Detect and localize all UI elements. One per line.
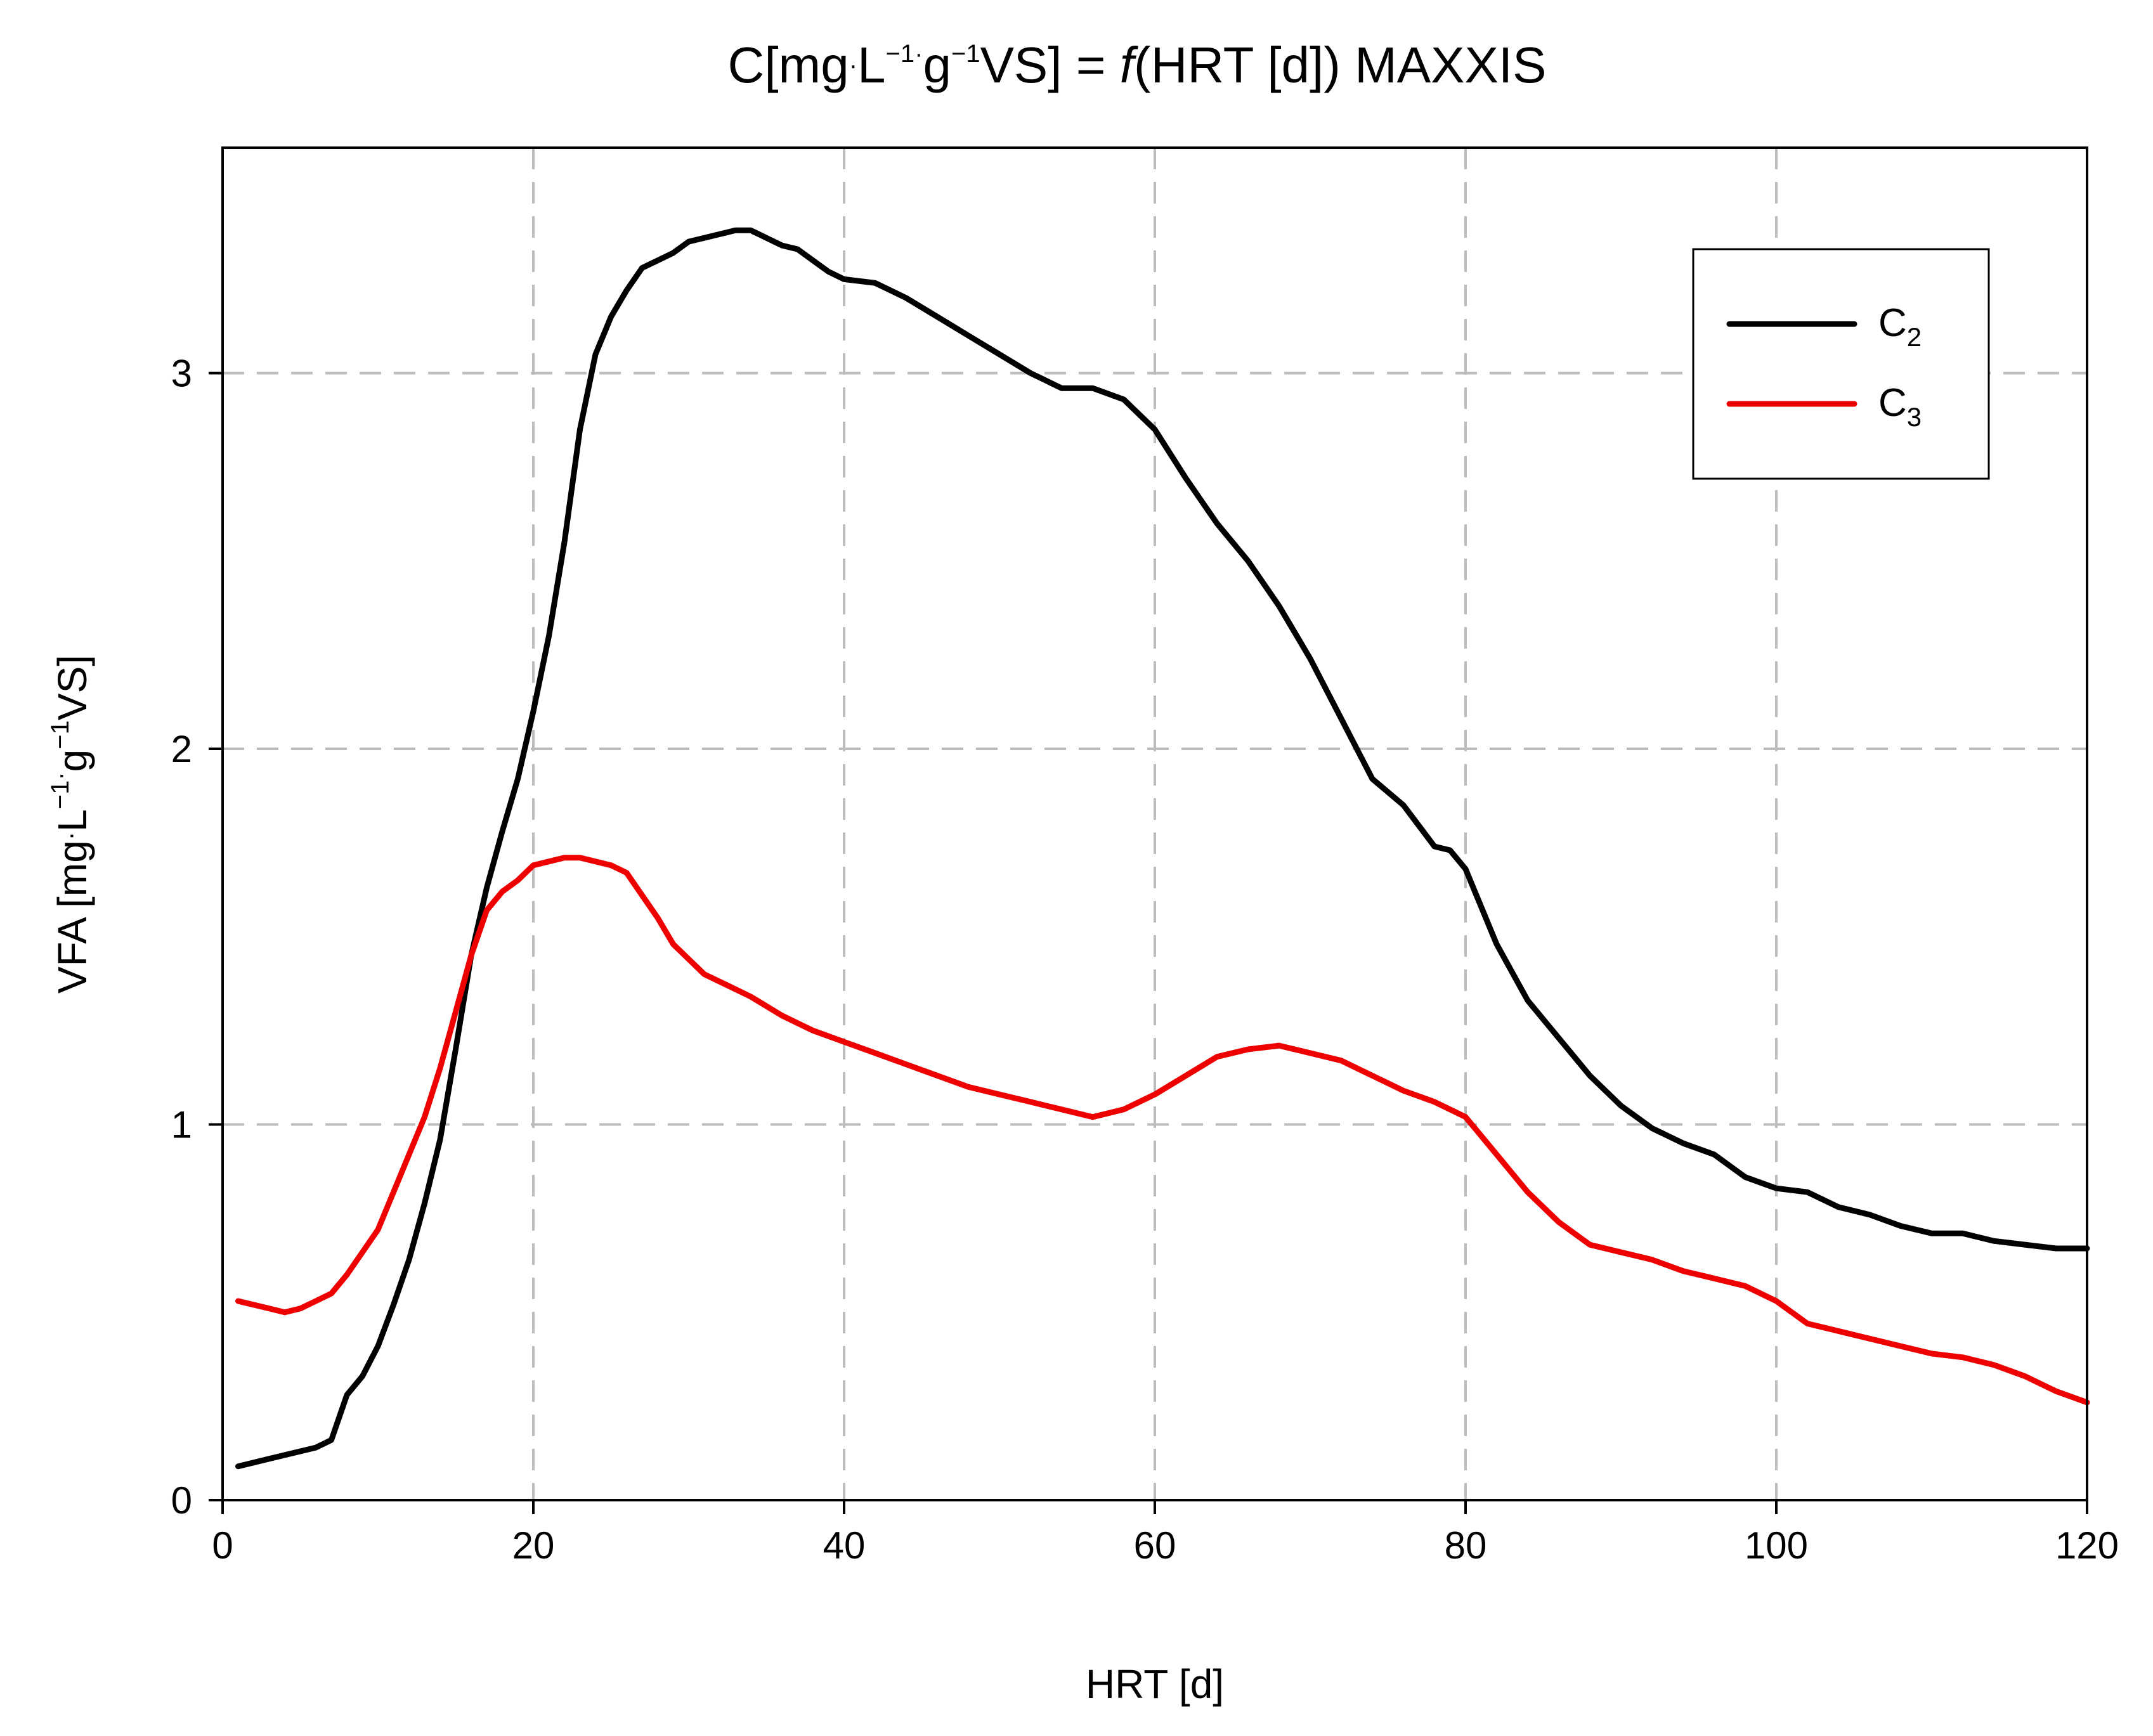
x-tick-label: 0: [212, 1524, 233, 1567]
chart-title: C[mg·L−1·g−1VS] = f(HRT [d]) MAXXIS: [728, 37, 1547, 93]
x-tick-label: 40: [823, 1524, 866, 1567]
legend-label-c3: C3: [1878, 381, 1922, 432]
series-line-c3: [235, 855, 2090, 1406]
y-tick-label: 0: [171, 1479, 192, 1522]
legend-box: [1692, 248, 1990, 480]
y-tick-label: 3: [171, 353, 192, 395]
series-group: [235, 227, 2090, 1470]
x-tick-label: 60: [1134, 1524, 1176, 1567]
y-axis-title: VFA [mg·L−1·g−1VS]: [46, 655, 95, 994]
x-tick-label: 120: [2055, 1524, 2119, 1567]
legend: C2 C3: [1692, 248, 1990, 480]
ticks: 0 20 40 60 80 100 120 0 1 2 3: [171, 353, 2119, 1567]
series-line-c2: [235, 227, 2090, 1470]
x-tick-label: 20: [512, 1524, 555, 1567]
x-axis-title: HRT [d]: [1086, 1661, 1224, 1707]
y-tick-label: 2: [171, 728, 192, 770]
legend-label-c2: C2: [1878, 301, 1922, 352]
x-tick-label: 80: [1445, 1524, 1487, 1567]
x-tick-label: 100: [1745, 1524, 1808, 1567]
y-tick-label: 1: [171, 1104, 192, 1146]
